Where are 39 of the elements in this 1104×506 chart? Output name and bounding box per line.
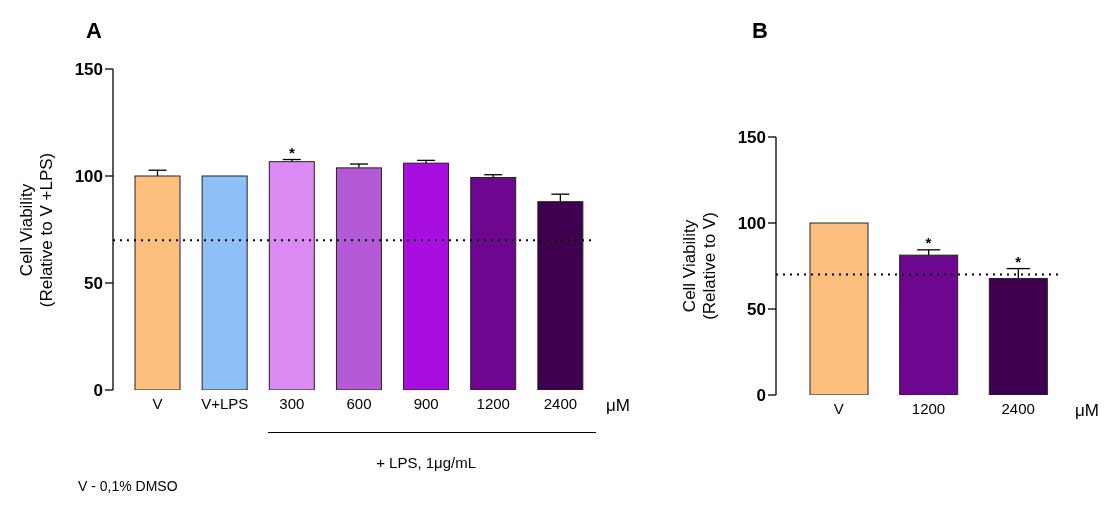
x-tick-label: 300 <box>279 394 305 412</box>
bar <box>134 175 181 390</box>
y-axis-title: Cell Viability (Relative to V) <box>680 212 720 320</box>
y-tick-label: 0 <box>93 381 103 401</box>
y-tick-label: 150 <box>74 60 103 80</box>
bar <box>537 201 584 390</box>
x-axis-title: + LPS, 1μg/mL <box>375 454 478 471</box>
bar <box>809 222 869 395</box>
chart-title: B <box>752 18 768 44</box>
x-tick-label: 1200 <box>476 394 510 412</box>
x-tick-label: 1200 <box>911 399 946 417</box>
x-tick-label: 900 <box>413 394 439 412</box>
annotation: * <box>925 233 932 251</box>
x-tick-label: 2400 <box>1001 399 1035 417</box>
chart-title: A <box>86 18 102 44</box>
x-tick-label: 600 <box>346 394 372 412</box>
y-tick-label: 150 <box>737 128 766 148</box>
x-tick-label: 2400 <box>543 394 578 412</box>
bar <box>899 254 959 395</box>
bar <box>470 177 517 390</box>
bar <box>201 175 248 390</box>
y-tick-label: 100 <box>74 167 103 187</box>
bar <box>403 162 450 390</box>
y-axis-title: Cell Viability (Relative to V +LPS) <box>17 152 57 307</box>
y-tick-label: 50 <box>84 274 103 294</box>
x-tick-label: V+LPS <box>201 394 249 412</box>
x-tick-label: V <box>833 399 844 417</box>
bar <box>268 161 315 390</box>
text: V - 0,1% DMSO <box>78 478 178 494</box>
y-tick-label: 0 <box>756 386 766 406</box>
bar <box>335 167 382 390</box>
x-tick-label: V <box>152 394 163 412</box>
text: μM <box>606 396 630 416</box>
y-tick-label: 50 <box>747 300 766 320</box>
annotation: * <box>288 143 295 161</box>
y-tick-label: 100 <box>737 214 766 234</box>
bar <box>988 278 1048 395</box>
annotation: * <box>1015 252 1022 270</box>
text: μM <box>1075 401 1099 421</box>
